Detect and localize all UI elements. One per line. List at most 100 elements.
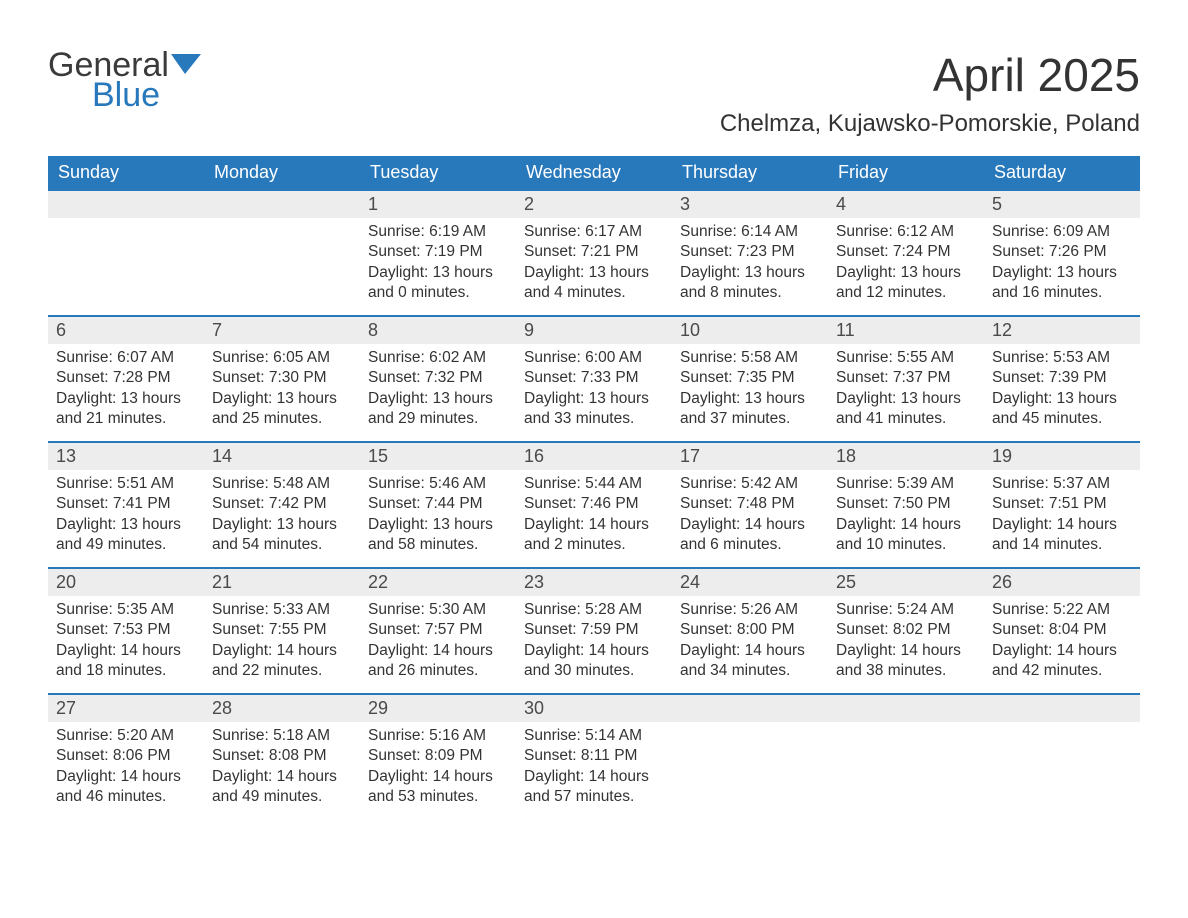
daylight-text-line2: and 58 minutes. — [368, 535, 508, 555]
day-number: 8 — [360, 315, 516, 344]
sunset-text: Sunset: 7:21 PM — [524, 242, 664, 262]
daylight-text-line2: and 54 minutes. — [212, 535, 352, 555]
calendar-day-cell: 1Sunrise: 6:19 AMSunset: 7:19 PMDaylight… — [360, 189, 516, 315]
daylight-text-line2: and 29 minutes. — [368, 409, 508, 429]
calendar-day-cell — [48, 189, 204, 315]
day-details: Sunrise: 5:22 AMSunset: 8:04 PMDaylight:… — [984, 596, 1140, 690]
sunset-text: Sunset: 7:42 PM — [212, 494, 352, 514]
day-details: Sunrise: 5:18 AMSunset: 8:08 PMDaylight:… — [204, 722, 360, 816]
calendar-day-cell: 15Sunrise: 5:46 AMSunset: 7:44 PMDayligh… — [360, 441, 516, 567]
header: General Blue April 2025 Chelmza, Kujawsk… — [48, 48, 1140, 138]
day-number: 17 — [672, 441, 828, 470]
sunset-text: Sunset: 7:53 PM — [56, 620, 196, 640]
daylight-text-line1: Daylight: 14 hours — [836, 641, 976, 661]
day-number: 15 — [360, 441, 516, 470]
calendar-day-cell: 5Sunrise: 6:09 AMSunset: 7:26 PMDaylight… — [984, 189, 1140, 315]
sunrise-text: Sunrise: 6:09 AM — [992, 222, 1132, 242]
daylight-text-line1: Daylight: 14 hours — [992, 641, 1132, 661]
daylight-text-line1: Daylight: 13 hours — [368, 263, 508, 283]
daylight-text-line1: Daylight: 13 hours — [212, 515, 352, 535]
daylight-text-line1: Daylight: 13 hours — [836, 263, 976, 283]
calendar-day-cell — [204, 189, 360, 315]
day-number-bar-empty — [204, 189, 360, 218]
daylight-text-line2: and 22 minutes. — [212, 661, 352, 681]
sunrise-text: Sunrise: 5:14 AM — [524, 726, 664, 746]
day-details: Sunrise: 5:24 AMSunset: 8:02 PMDaylight:… — [828, 596, 984, 690]
sunset-text: Sunset: 8:11 PM — [524, 746, 664, 766]
calendar-day-cell: 12Sunrise: 5:53 AMSunset: 7:39 PMDayligh… — [984, 315, 1140, 441]
daylight-text-line2: and 10 minutes. — [836, 535, 976, 555]
sunset-text: Sunset: 7:46 PM — [524, 494, 664, 514]
day-number: 14 — [204, 441, 360, 470]
calendar-day-cell: 6Sunrise: 6:07 AMSunset: 7:28 PMDaylight… — [48, 315, 204, 441]
daylight-text-line1: Daylight: 14 hours — [368, 767, 508, 787]
sunrise-text: Sunrise: 6:00 AM — [524, 348, 664, 368]
calendar-day-cell: 13Sunrise: 5:51 AMSunset: 7:41 PMDayligh… — [48, 441, 204, 567]
calendar-day-cell — [984, 693, 1140, 819]
sunset-text: Sunset: 7:44 PM — [368, 494, 508, 514]
daylight-text-line1: Daylight: 13 hours — [56, 389, 196, 409]
sunrise-text: Sunrise: 5:20 AM — [56, 726, 196, 746]
sunset-text: Sunset: 7:59 PM — [524, 620, 664, 640]
day-number: 4 — [828, 189, 984, 218]
calendar-day-cell: 26Sunrise: 5:22 AMSunset: 8:04 PMDayligh… — [984, 567, 1140, 693]
calendar-week-row: 13Sunrise: 5:51 AMSunset: 7:41 PMDayligh… — [48, 441, 1140, 567]
calendar-day-cell: 29 Sunrise: 5:16 AMSunset: 8:09 PMDayligh… — [360, 693, 516, 819]
calendar-day-cell: 11Sunrise: 5:55 AMSunset: 7:37 PMDayligh… — [828, 315, 984, 441]
daylight-text-line1: Daylight: 14 hours — [680, 641, 820, 661]
weekday-header: Thursday — [672, 156, 828, 189]
daylight-text-line2: and 0 minutes. — [368, 283, 508, 303]
sunset-text: Sunset: 8:04 PM — [992, 620, 1132, 640]
sunset-text: Sunset: 8:02 PM — [836, 620, 976, 640]
daylight-text-line2: and 25 minutes. — [212, 409, 352, 429]
calendar-day-cell: 20Sunrise: 5:35 AMSunset: 7:53 PMDayligh… — [48, 567, 204, 693]
daylight-text-line1: Daylight: 14 hours — [524, 515, 664, 535]
sunrise-text: Sunrise: 5:51 AM — [56, 474, 196, 494]
day-number: 25 — [828, 567, 984, 596]
sunrise-text: Sunrise: 5:37 AM — [992, 474, 1132, 494]
sunset-text: Sunset: 7:57 PM — [368, 620, 508, 640]
calendar-week-row: 20Sunrise: 5:35 AMSunset: 7:53 PMDayligh… — [48, 567, 1140, 693]
sunset-text: Sunset: 7:35 PM — [680, 368, 820, 388]
weekday-header: Monday — [204, 156, 360, 189]
sunset-text: Sunset: 7:48 PM — [680, 494, 820, 514]
calendar-day-cell: 4Sunrise: 6:12 AMSunset: 7:24 PMDaylight… — [828, 189, 984, 315]
day-details: Sunrise: 5:44 AMSunset: 7:46 PMDaylight:… — [516, 470, 672, 564]
day-details: Sunrise: 5:28 AMSunset: 7:59 PMDaylight:… — [516, 596, 672, 690]
calendar-day-cell: 17Sunrise: 5:42 AMSunset: 7:48 PMDayligh… — [672, 441, 828, 567]
day-number: 20 — [48, 567, 204, 596]
daylight-text-line2: and 16 minutes. — [992, 283, 1132, 303]
sunrise-text: Sunrise: 6:07 AM — [56, 348, 196, 368]
sunrise-text: Sunrise: 5:16 AM — [368, 726, 508, 746]
day-details: Sunrise: 5:46 AMSunset: 7:44 PMDaylight:… — [360, 470, 516, 564]
daylight-text-line2: and 33 minutes. — [524, 409, 664, 429]
calendar-day-cell: 28Sunrise: 5:18 AMSunset: 8:08 PMDayligh… — [204, 693, 360, 819]
day-number: 29 — [360, 693, 516, 722]
calendar-day-cell: 14Sunrise: 5:48 AMSunset: 7:42 PMDayligh… — [204, 441, 360, 567]
daylight-text-line1: Daylight: 13 hours — [680, 389, 820, 409]
daylight-text-line2: and 53 minutes. — [368, 787, 508, 807]
sunset-text: Sunset: 7:19 PM — [368, 242, 508, 262]
day-details: Sunrise: 5:53 AMSunset: 7:39 PMDaylight:… — [984, 344, 1140, 438]
day-number: 22 — [360, 567, 516, 596]
day-number: 19 — [984, 441, 1140, 470]
day-details: Sunrise: 5:35 AMSunset: 7:53 PMDaylight:… — [48, 596, 204, 690]
daylight-text-line1: Daylight: 14 hours — [680, 515, 820, 535]
calendar-day-cell: 8Sunrise: 6:02 AMSunset: 7:32 PMDaylight… — [360, 315, 516, 441]
weekday-header: Friday — [828, 156, 984, 189]
calendar-day-cell: 23Sunrise: 5:28 AMSunset: 7:59 PMDayligh… — [516, 567, 672, 693]
sunrise-text: Sunrise: 5:35 AM — [56, 600, 196, 620]
sunset-text: Sunset: 7:28 PM — [56, 368, 196, 388]
daylight-text-line2: and 6 minutes. — [680, 535, 820, 555]
day-number: 23 — [516, 567, 672, 596]
daylight-text-line1: Daylight: 14 hours — [524, 767, 664, 787]
calendar-table: Sunday Monday Tuesday Wednesday Thursday… — [48, 156, 1140, 819]
daylight-text-line2: and 26 minutes. — [368, 661, 508, 681]
day-details: Sunrise: 6:09 AMSunset: 7:26 PMDaylight:… — [984, 218, 1140, 312]
daylight-text-line1: Daylight: 13 hours — [56, 515, 196, 535]
day-number: 13 — [48, 441, 204, 470]
sunset-text: Sunset: 8:09 PM — [368, 746, 508, 766]
sunrise-text: Sunrise: 6:19 AM — [368, 222, 508, 242]
sunrise-text: Sunrise: 6:14 AM — [680, 222, 820, 242]
sunset-text: Sunset: 7:51 PM — [992, 494, 1132, 514]
